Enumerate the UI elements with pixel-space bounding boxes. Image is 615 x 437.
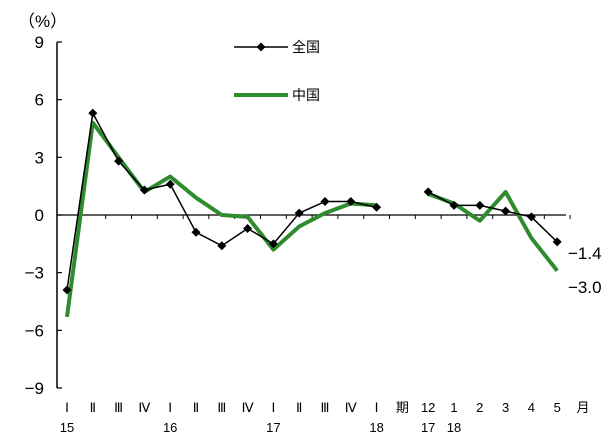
data-point-marker	[88, 108, 98, 118]
x-tick-label: Ⅳ	[345, 400, 357, 415]
y-tick-label: −6	[25, 321, 44, 340]
data-point-marker	[423, 187, 433, 197]
data-point-marker	[372, 202, 382, 212]
y-tick-label: −3	[25, 264, 44, 283]
series-group	[62, 108, 562, 318]
x-tick-label: Ⅰ	[271, 400, 275, 415]
x-tick-label: 4	[528, 400, 535, 415]
x-year-label: 18	[369, 420, 383, 435]
legend-marker-zenkoku	[256, 42, 266, 52]
series-line-chugoku	[427, 189, 559, 272]
series-line-zenkoku	[427, 191, 558, 243]
x-tick-label: Ⅲ	[217, 400, 226, 415]
x-tick-label: Ⅲ	[321, 400, 330, 415]
x-year-label: 18	[447, 420, 461, 435]
data-point-marker	[449, 200, 459, 210]
data-point-marker	[243, 223, 253, 233]
x-year-label: 15	[60, 420, 74, 435]
x-tick-label: 2	[476, 400, 483, 415]
y-tick-label: 9	[35, 33, 44, 52]
data-point-marker	[114, 156, 124, 166]
data-point-marker	[294, 208, 304, 218]
x-year-label: 17	[266, 420, 280, 435]
x-tick-label: Ⅱ	[193, 400, 199, 415]
end-label-zenkoku: −1.4	[568, 244, 602, 263]
y-axis: 9 6 3 0 −3 −6 −9	[25, 33, 62, 398]
data-point-marker	[268, 239, 278, 249]
x-tick-label: 5	[554, 400, 561, 415]
x-tick-label: Ⅳ	[138, 400, 150, 415]
x-tick-label: Ⅳ	[242, 400, 254, 415]
end-label-chugoku: −3.0	[568, 278, 602, 297]
y-tick-label: 6	[35, 91, 44, 110]
y-tick-label: −9	[25, 379, 44, 398]
data-point-marker	[475, 200, 485, 210]
x-tick-label: Ⅰ	[168, 400, 172, 415]
x-tick-label: Ⅲ	[114, 400, 123, 415]
series-line-zenkoku	[66, 112, 377, 291]
data-point-marker	[552, 237, 562, 247]
x-tick-label: 月	[576, 401, 589, 416]
x-year-label: 17	[421, 420, 435, 435]
y-tick-label: 3	[35, 148, 44, 167]
data-point-marker	[165, 179, 175, 189]
x-year-label: 16	[163, 420, 177, 435]
x-tick-label: 3	[502, 400, 509, 415]
end-labels: −1.4 −3.0	[568, 244, 602, 297]
data-point-marker	[217, 241, 227, 251]
x-tick-label: 12	[421, 400, 435, 415]
data-point-marker	[62, 285, 72, 295]
x-tick-label: Ⅱ	[90, 400, 96, 415]
x-tick-label: Ⅰ	[65, 400, 69, 415]
x-tick-label: 期	[396, 401, 409, 416]
legend-label-chugoku: 中国	[292, 88, 320, 104]
data-point-marker	[501, 206, 511, 216]
unit-label: （%）	[18, 12, 67, 31]
y-tick-label: 0	[35, 206, 44, 225]
data-point-marker	[526, 212, 536, 222]
data-point-marker	[139, 185, 149, 195]
x-tick-label: Ⅱ	[296, 400, 302, 415]
data-point-marker	[191, 227, 201, 237]
x-tick-label: Ⅰ	[375, 400, 379, 415]
legend-label-zenkoku: 全国	[292, 39, 320, 56]
x-tick-label: 1	[450, 400, 457, 415]
data-point-marker	[320, 197, 330, 207]
data-point-marker	[346, 197, 356, 207]
